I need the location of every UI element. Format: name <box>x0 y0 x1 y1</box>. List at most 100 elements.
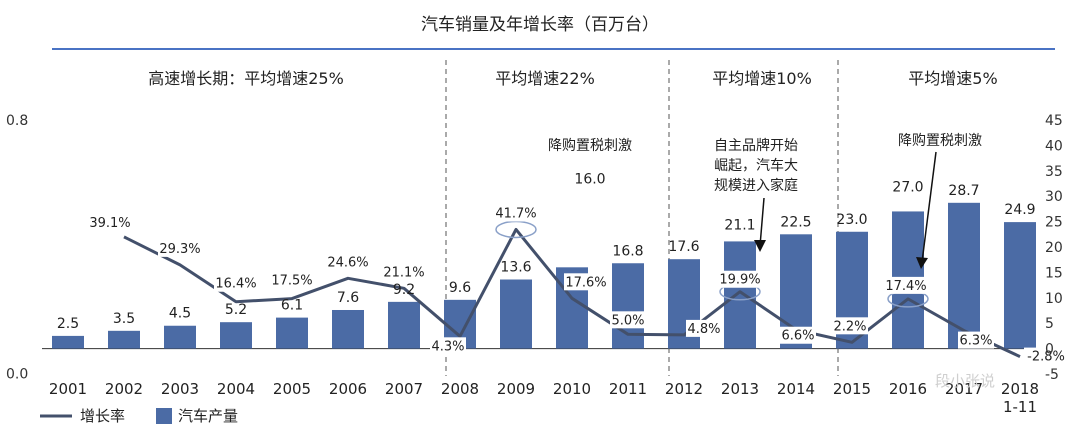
bar-label-5: 7.6 <box>337 290 359 306</box>
x-tick-6: 2007 <box>385 380 423 398</box>
bar-label-7: 9.6 <box>449 280 471 296</box>
axes: -5 0 5 10 15 20 25 30 35 40 45 0.8 0.0 2001 2002 2003 20… <box>6 113 1063 416</box>
phase-label-3: 平均增速10% <box>712 69 812 88</box>
x-tick-17-line1: 1-11 <box>1003 398 1037 416</box>
bar-label-3: 5.2 <box>225 302 247 318</box>
bar-5 <box>332 309 364 349</box>
rate-label-16: 6.3% <box>959 334 992 349</box>
bar-label-4: 6.1 <box>281 298 303 314</box>
right-tick-4: 15 <box>1045 265 1063 281</box>
bar-label-17: 24.9 <box>1004 202 1035 218</box>
rate-label-bg-2 <box>158 239 202 257</box>
rate-label-8: 41.7% <box>495 206 536 221</box>
bar-4 <box>276 317 308 349</box>
bar-label-13: 22.5 <box>780 214 811 230</box>
rate-label-9: 17.6% <box>565 275 606 290</box>
bar-17 <box>1004 222 1036 349</box>
right-tick-5: 20 <box>1045 240 1063 256</box>
bar-8 <box>500 279 532 349</box>
arrow-2013-head <box>754 240 766 252</box>
rate-label-bg-5 <box>326 253 370 271</box>
bar-label-10: 16.8 <box>612 243 643 259</box>
bar-label-2: 4.5 <box>169 306 191 322</box>
rate-label-bg-11 <box>686 319 722 337</box>
right-tick-9: 40 <box>1045 138 1063 154</box>
x-tick-9: 2010 <box>553 380 591 398</box>
rate-label-bg-17 <box>1024 347 1068 365</box>
bar-label-11: 17.6 <box>668 239 699 255</box>
legend-bar-swatch <box>156 408 172 424</box>
x-tick-14: 2015 <box>833 380 871 398</box>
x-tick-11: 2012 <box>665 380 703 398</box>
x-tick-5: 2006 <box>329 380 367 398</box>
annotation-2016-tax-cut: 降购置税刺激 <box>898 132 982 149</box>
right-tick-2: 5 <box>1045 316 1054 332</box>
rate-label-17: -2.8% <box>1027 350 1065 365</box>
rate-label-bg-8 <box>494 204 538 222</box>
x-tick-15: 2016 <box>889 380 927 398</box>
bar-label-12: 21.1 <box>724 217 755 233</box>
bar-label-1: 3.5 <box>113 311 135 327</box>
x-tick-2: 2003 <box>161 380 199 398</box>
bar-label-0: 2.5 <box>57 316 79 332</box>
rate-label-bg-9 <box>564 273 608 291</box>
rate-label-bg-13 <box>780 326 816 344</box>
bar-label-16: 28.7 <box>948 183 979 199</box>
bar-label-9: 16.0 <box>574 171 605 187</box>
rate-label-bg-7 <box>430 337 466 355</box>
annotation-2013-line-2: 崛起，汽车大 <box>714 157 798 174</box>
rate-label-14: 2.2% <box>833 319 866 334</box>
watermark: 段小张说 <box>935 372 995 390</box>
right-tick-1: 0 <box>1045 342 1054 358</box>
growth-rate-line <box>123 227 1021 358</box>
x-tick-8: 2009 <box>497 380 535 398</box>
bar-12 <box>724 241 756 349</box>
rate-label-bg-10 <box>610 311 646 329</box>
rate-label-13: 6.6% <box>781 329 814 344</box>
left-tick-min: 0.0 <box>6 367 28 383</box>
x-tick-12: 2013 <box>721 380 759 398</box>
rate-label-6: 21.1% <box>383 265 424 280</box>
bar-1 <box>108 330 140 349</box>
rate-label-15: 17.4% <box>885 279 926 294</box>
x-tick-3: 2004 <box>217 380 255 398</box>
arrow-2013-shaft <box>759 197 765 247</box>
left-tick-max: 0.8 <box>6 113 28 129</box>
bar-label-bg-16 <box>949 180 979 198</box>
x-tick-10: 2011 <box>609 380 647 398</box>
rate-label-5: 24.6% <box>327 255 368 270</box>
bar-2 <box>164 325 196 349</box>
right-tick-7: 30 <box>1045 189 1063 205</box>
right-tick-8: 35 <box>1045 164 1063 180</box>
rate-label-bg-1 <box>88 213 132 231</box>
bar-16 <box>948 202 980 349</box>
rate-label-12: 19.9% <box>719 273 760 288</box>
legend-line-label: 增长率 <box>80 407 125 425</box>
rate-label-bg-15 <box>884 276 928 294</box>
rate-label-4: 17.5% <box>271 274 312 289</box>
right-tick-0: -5 <box>1045 367 1059 383</box>
x-tick-0: 2001 <box>49 380 87 398</box>
x-tick-1: 2002 <box>105 380 143 398</box>
rate-label-3: 16.4% <box>215 277 256 292</box>
rate-label-bg-16 <box>958 331 994 349</box>
annotation-2009-tax-cut: 降购置税刺激 <box>548 137 632 154</box>
rate-label-1: 39.1% <box>89 216 130 231</box>
rate-label-bg-4 <box>270 271 314 289</box>
x-tick-4: 2005 <box>273 380 311 398</box>
phase-labels: 高速增长期：平均增速25% 平均增速22% 平均增速10% 平均增速5% <box>148 69 997 88</box>
phase-label-4: 平均增速5% <box>908 69 997 88</box>
bar-label-14: 23.0 <box>836 212 867 228</box>
rate-label-7: 4.3% <box>431 339 464 354</box>
bar-0 <box>52 335 84 349</box>
rate-label-11: 4.8% <box>687 322 720 337</box>
data-labels: 2.5 3.5 4.5 5.2 6.1 7.6 9.2 9.6 13.6 16.0 16.8 17.6… <box>57 171 1068 365</box>
rate-label-bg-12 <box>718 270 762 288</box>
x-tick-17: 2018 <box>1001 380 1039 398</box>
rate-label-bg-6 <box>382 263 426 281</box>
rate-label-2: 29.3% <box>159 242 200 257</box>
x-tick-16: 2017 <box>945 380 983 398</box>
chart-title: 汽车销量及年增长率（百万台） <box>421 15 659 35</box>
